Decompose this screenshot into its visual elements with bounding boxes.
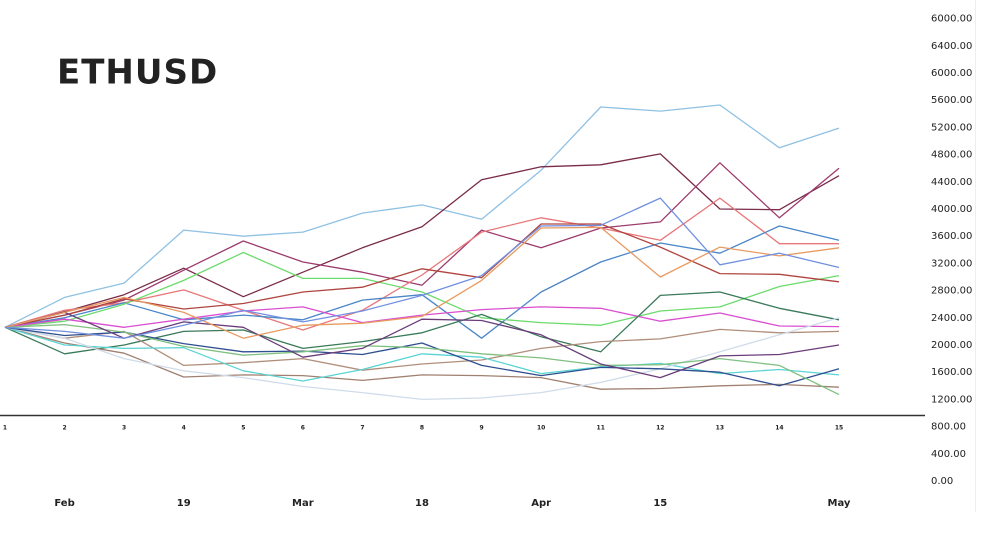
x-tick-label: 8 — [420, 425, 424, 432]
date-tick-label: May — [828, 498, 851, 509]
series-line — [4, 225, 840, 339]
series-line — [4, 153, 840, 328]
series-line — [4, 197, 840, 339]
y-tick-label: 1200.00 — [931, 394, 972, 405]
series-line — [4, 326, 840, 387]
x-tick-label: 7 — [360, 425, 364, 432]
series-line — [4, 317, 840, 401]
x-tick-label: 11 — [597, 425, 605, 432]
x-tick-label: 13 — [716, 425, 724, 432]
series-line — [4, 326, 840, 371]
y-tick-label: 5200.00 — [931, 122, 972, 133]
series-line — [4, 226, 840, 339]
lines — [4, 104, 840, 401]
series-line — [4, 251, 840, 328]
y-tick-label: 2000.00 — [931, 340, 972, 351]
y-tick-label: 0.00 — [931, 476, 953, 487]
x-tick-label: 14 — [775, 425, 783, 432]
date-tick-label: 18 — [415, 498, 429, 509]
y-tick-label: 4000.00 — [931, 204, 972, 215]
date-tick-label: 19 — [177, 498, 191, 509]
series-line — [4, 311, 840, 379]
y-tick-label: 5600.00 — [931, 95, 972, 106]
series-line — [4, 291, 840, 355]
y-tick-label: 4800.00 — [931, 150, 972, 161]
y-tick-label: 6400.00 — [931, 41, 972, 52]
series-line — [4, 306, 840, 328]
chart-title: ETHUSD — [57, 53, 218, 93]
date-tick-label: Feb — [54, 498, 74, 509]
x-tick-label: 15 — [835, 425, 843, 432]
x-tick-label: 10 — [537, 425, 545, 432]
y-tick-label: 2400.00 — [931, 313, 972, 324]
x-tick-label: 3 — [122, 425, 126, 432]
series-line — [4, 323, 840, 396]
x-tick-label: 12 — [656, 425, 664, 432]
x-tick-label: 1 — [3, 425, 7, 432]
date-tick-label: Mar — [292, 498, 314, 509]
series-line — [4, 197, 839, 331]
y-tick-label: 2800.00 — [931, 286, 972, 297]
x-tick-label: 4 — [182, 425, 186, 432]
series-line — [4, 104, 840, 328]
y-tick-label: 3600.00 — [931, 231, 972, 242]
y-tick-label: 1600.00 — [931, 367, 972, 378]
x-tick-label: 9 — [479, 425, 483, 432]
y-tick-label: 800.00 — [931, 422, 966, 433]
y-tick-label: 6000.00 — [931, 68, 972, 79]
x-tick-label: 6 — [301, 425, 305, 432]
y-tick-label: 6000.00 — [931, 14, 972, 25]
x-tick-label: 2 — [62, 425, 66, 432]
y-tick-label: 3200.00 — [931, 258, 972, 269]
date-tick-label: Apr — [531, 498, 551, 509]
y-tick-label: 4400.00 — [931, 177, 972, 188]
series-line — [4, 326, 840, 382]
x-tick-label: 5 — [241, 425, 245, 432]
date-tick-label: 15 — [653, 498, 667, 509]
y-tick-label: 400.00 — [931, 449, 966, 460]
series-line — [4, 326, 840, 390]
series-line — [4, 162, 840, 328]
